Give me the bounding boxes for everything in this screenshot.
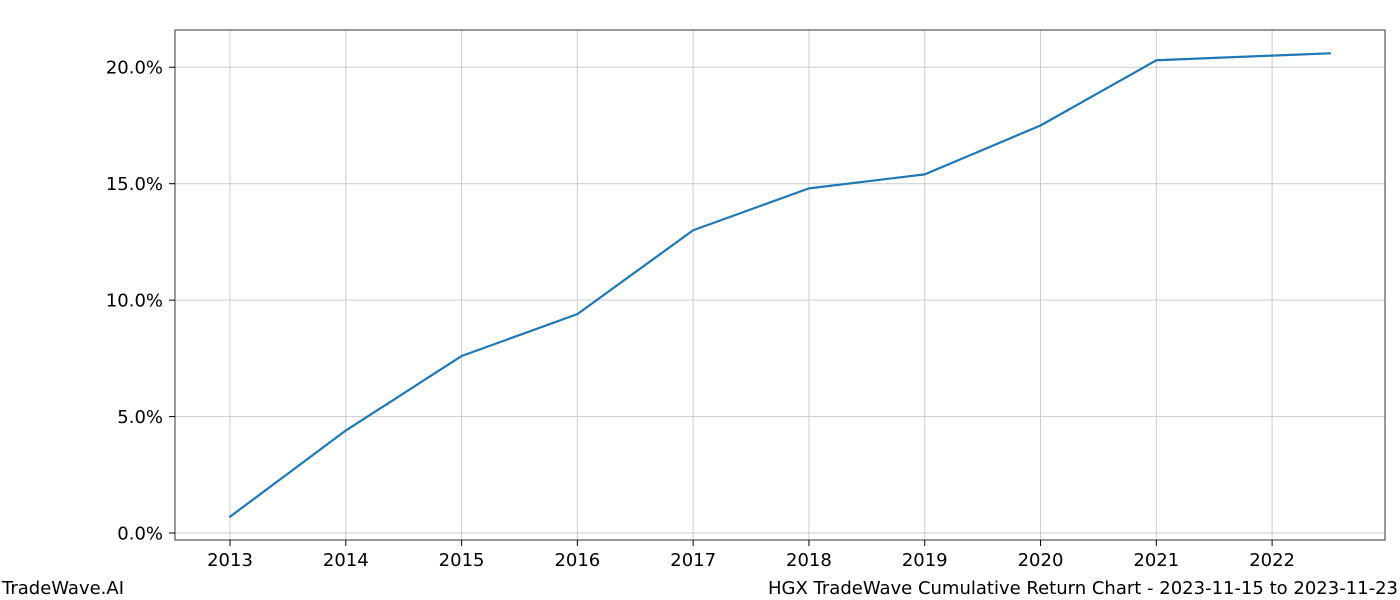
y-tick-label: 10.0%	[106, 290, 163, 311]
footer-right-label: HGX TradeWave Cumulative Return Chart - …	[768, 578, 1398, 599]
y-tick-label: 5.0%	[117, 407, 163, 428]
x-tick-label: 2021	[1133, 550, 1179, 571]
footer-left-label: TradeWave.AI	[1, 578, 124, 599]
y-tick-label: 0.0%	[117, 523, 163, 544]
x-tick-label: 2019	[902, 550, 948, 571]
line-chart: 2013 2014 2015 2016 2017 2018 2019 2020 2021 2022…	[0, 0, 1400, 600]
y-tick-label: 20.0%	[106, 58, 163, 79]
y-tick-label: 15.0%	[106, 174, 163, 195]
x-tick-label: 2018	[786, 550, 832, 571]
chart-container: 2013 2014 2015 2016 2017 2018 2019 2020 2021 2022…	[0, 0, 1400, 600]
x-tick-label: 2014	[323, 550, 369, 571]
x-tick-label: 2016	[554, 550, 600, 571]
x-tick-label: 2013	[207, 550, 253, 571]
x-tick-label: 2015	[439, 550, 485, 571]
x-tick-label: 2020	[1018, 550, 1064, 571]
x-tick-label: 2017	[670, 550, 716, 571]
x-tick-label: 2022	[1249, 550, 1295, 571]
